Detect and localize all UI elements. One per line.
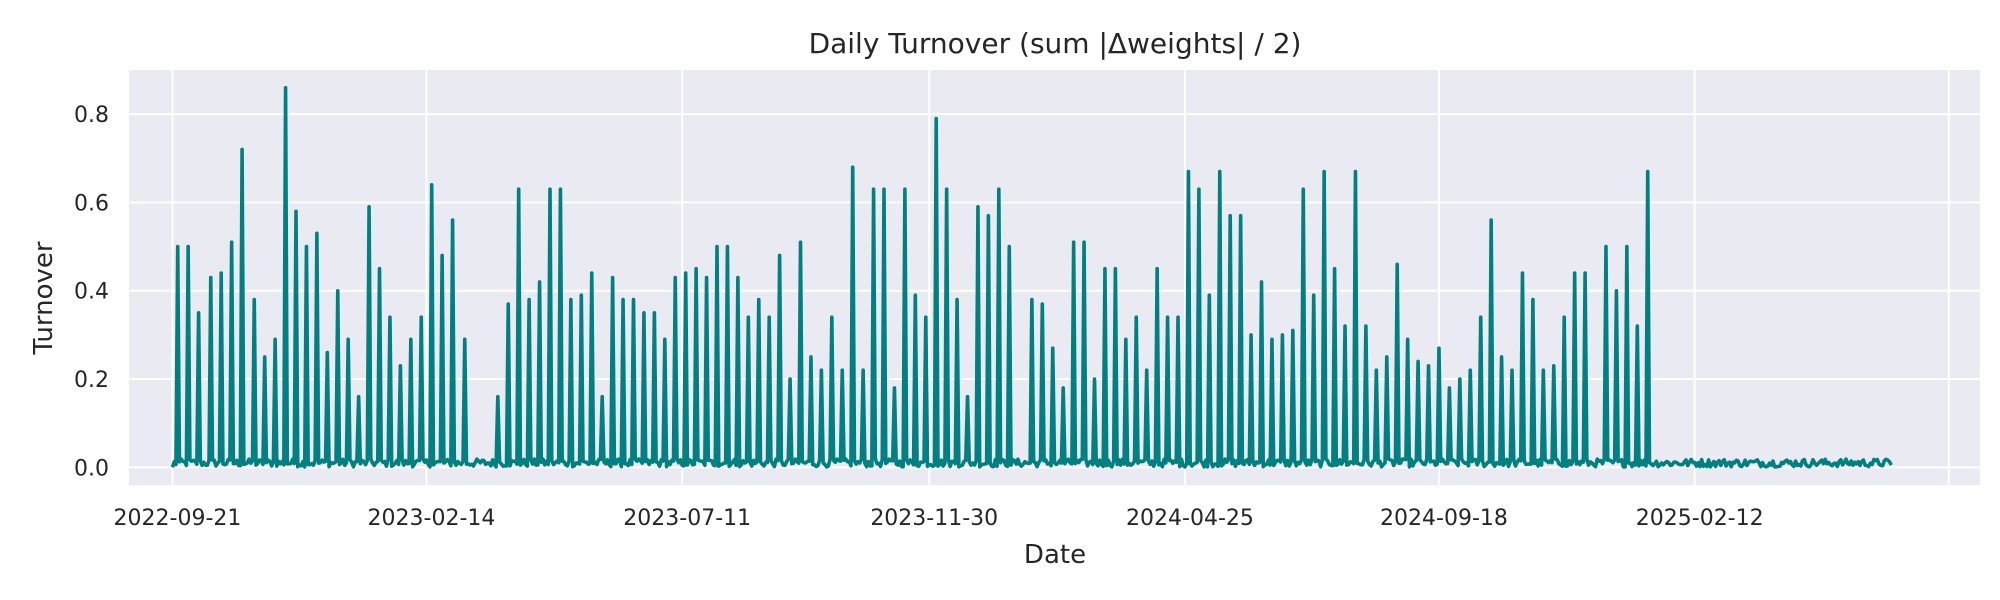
x-tick-label: 2024-09-18: [1380, 506, 1508, 531]
y-axis-label: Turnover: [29, 241, 59, 355]
series-turnover: [170, 85, 1893, 469]
y-axis-ticks: 0.0 0.2 0.4 0.6 0.8: [74, 103, 109, 481]
chart-title: Daily Turnover (sum |Δweights| / 2): [809, 27, 1302, 60]
y-tick-label: 0.2: [74, 368, 109, 393]
x-tick-label: 2023-11-30: [870, 506, 998, 531]
x-tick-label: 2023-07-11: [623, 506, 751, 531]
turnover-line: [170, 85, 1893, 469]
x-tick-label: 2024-04-25: [1126, 506, 1254, 531]
x-axis-ticks: 2022-09-21 2023-02-14 2023-07-11 2023-11-30…: [114, 506, 1764, 531]
y-tick-label: 0.6: [74, 191, 109, 216]
y-tick-label: 0.4: [74, 280, 109, 305]
x-tick-label: 2025-02-12: [1636, 506, 1764, 531]
x-axis-label: Date: [1024, 540, 1086, 570]
y-tick-label: 0.8: [74, 103, 109, 128]
x-tick-label: 2022-09-21: [114, 506, 242, 531]
y-tick-label: 0.0: [74, 456, 109, 481]
x-tick-label: 2023-02-14: [368, 506, 496, 531]
